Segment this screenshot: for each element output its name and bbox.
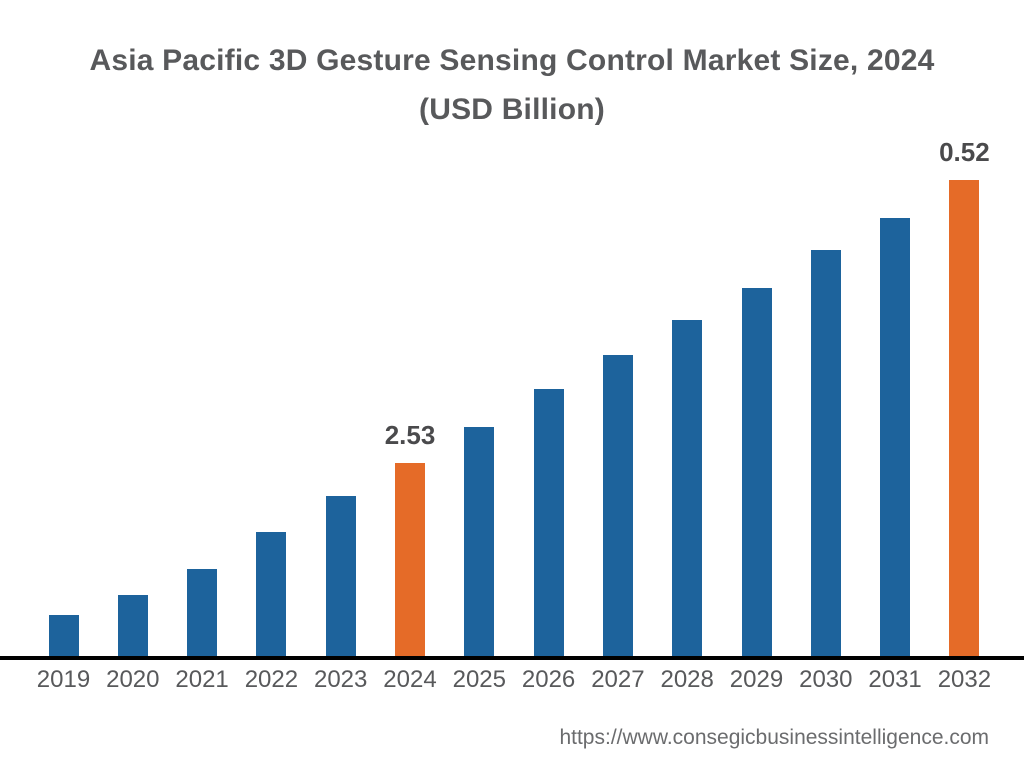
x-axis-label-2024: 2024 [383, 666, 437, 693]
chart-title: Asia Pacific 3D Gesture Sensing Control … [0, 36, 1024, 134]
x-axis-label-2022: 2022 [244, 666, 299, 693]
bar-2025 [464, 427, 495, 656]
x-axis-label-2023: 2023 [313, 666, 368, 693]
bar-2030 [810, 250, 841, 656]
chart-title-line1: Asia Pacific 3D Gesture Sensing Control … [89, 44, 935, 77]
x-axis-label-2021: 2021 [175, 666, 229, 693]
x-axis-label-2028: 2028 [660, 666, 714, 693]
x-axis-label-2020: 2020 [106, 666, 160, 693]
x-axis-label-2026: 2026 [521, 666, 576, 693]
source-url: https://www.consegicbusinessintelligence… [559, 726, 989, 749]
bar-2032 [949, 180, 980, 656]
x-axis-label-2032: 2032 [937, 666, 992, 693]
data-label-2032: 0.52 [939, 137, 990, 167]
bar-2026 [533, 389, 564, 656]
x-axis-label-2019: 2019 [36, 666, 91, 693]
bar-2020 [117, 595, 148, 656]
bar-2022 [256, 532, 287, 656]
bar-2019 [48, 615, 79, 656]
x-axis-label-2031: 2031 [868, 666, 922, 693]
x-axis-line [0, 656, 1024, 660]
bar-2031 [880, 218, 911, 656]
x-axis-label-2027: 2027 [591, 666, 645, 693]
chart-title-line2: (USD Billion) [419, 93, 605, 126]
bar-2023 [325, 496, 356, 656]
plot-area: 2.53 0.52 [48, 137, 990, 656]
x-axis-label-2029: 2029 [729, 666, 784, 693]
data-label-2024: 2.53 [384, 420, 436, 450]
bar-2021 [187, 569, 218, 656]
bar-2028 [672, 320, 703, 656]
bar-2029 [741, 288, 772, 656]
x-axis-label-2030: 2030 [799, 666, 853, 693]
bar-2027 [602, 355, 633, 656]
bar-2024 [395, 463, 425, 656]
x-axis-label-2025: 2025 [452, 666, 506, 693]
